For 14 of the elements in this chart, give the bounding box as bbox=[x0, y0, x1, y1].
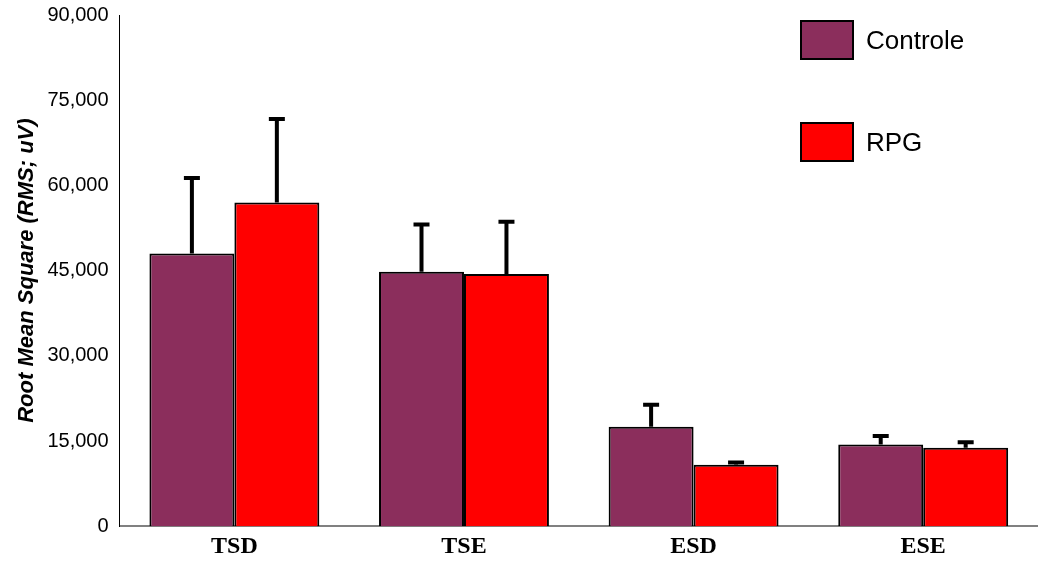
y-tick-label: 0 bbox=[97, 513, 109, 536]
x-tick-label: TSE bbox=[441, 531, 487, 558]
x-tick-label: ESE bbox=[900, 531, 946, 558]
y-tick-label: 15,000 bbox=[47, 428, 109, 451]
legend-label: RPG bbox=[866, 126, 923, 158]
y-axis-title: Root Mean Square (RMS; uV) bbox=[13, 118, 39, 423]
y-tick-label: 60,000 bbox=[47, 172, 109, 195]
legend-label: Controle bbox=[866, 24, 965, 56]
x-tick-label: TSD bbox=[211, 531, 258, 558]
x-tick-label: ESD bbox=[670, 531, 717, 558]
y-tick-label: 90,000 bbox=[47, 2, 109, 25]
y-tick-label: 45,000 bbox=[47, 258, 109, 281]
y-tick-label: 30,000 bbox=[47, 343, 109, 366]
y-tick-label: 75,000 bbox=[47, 87, 109, 110]
